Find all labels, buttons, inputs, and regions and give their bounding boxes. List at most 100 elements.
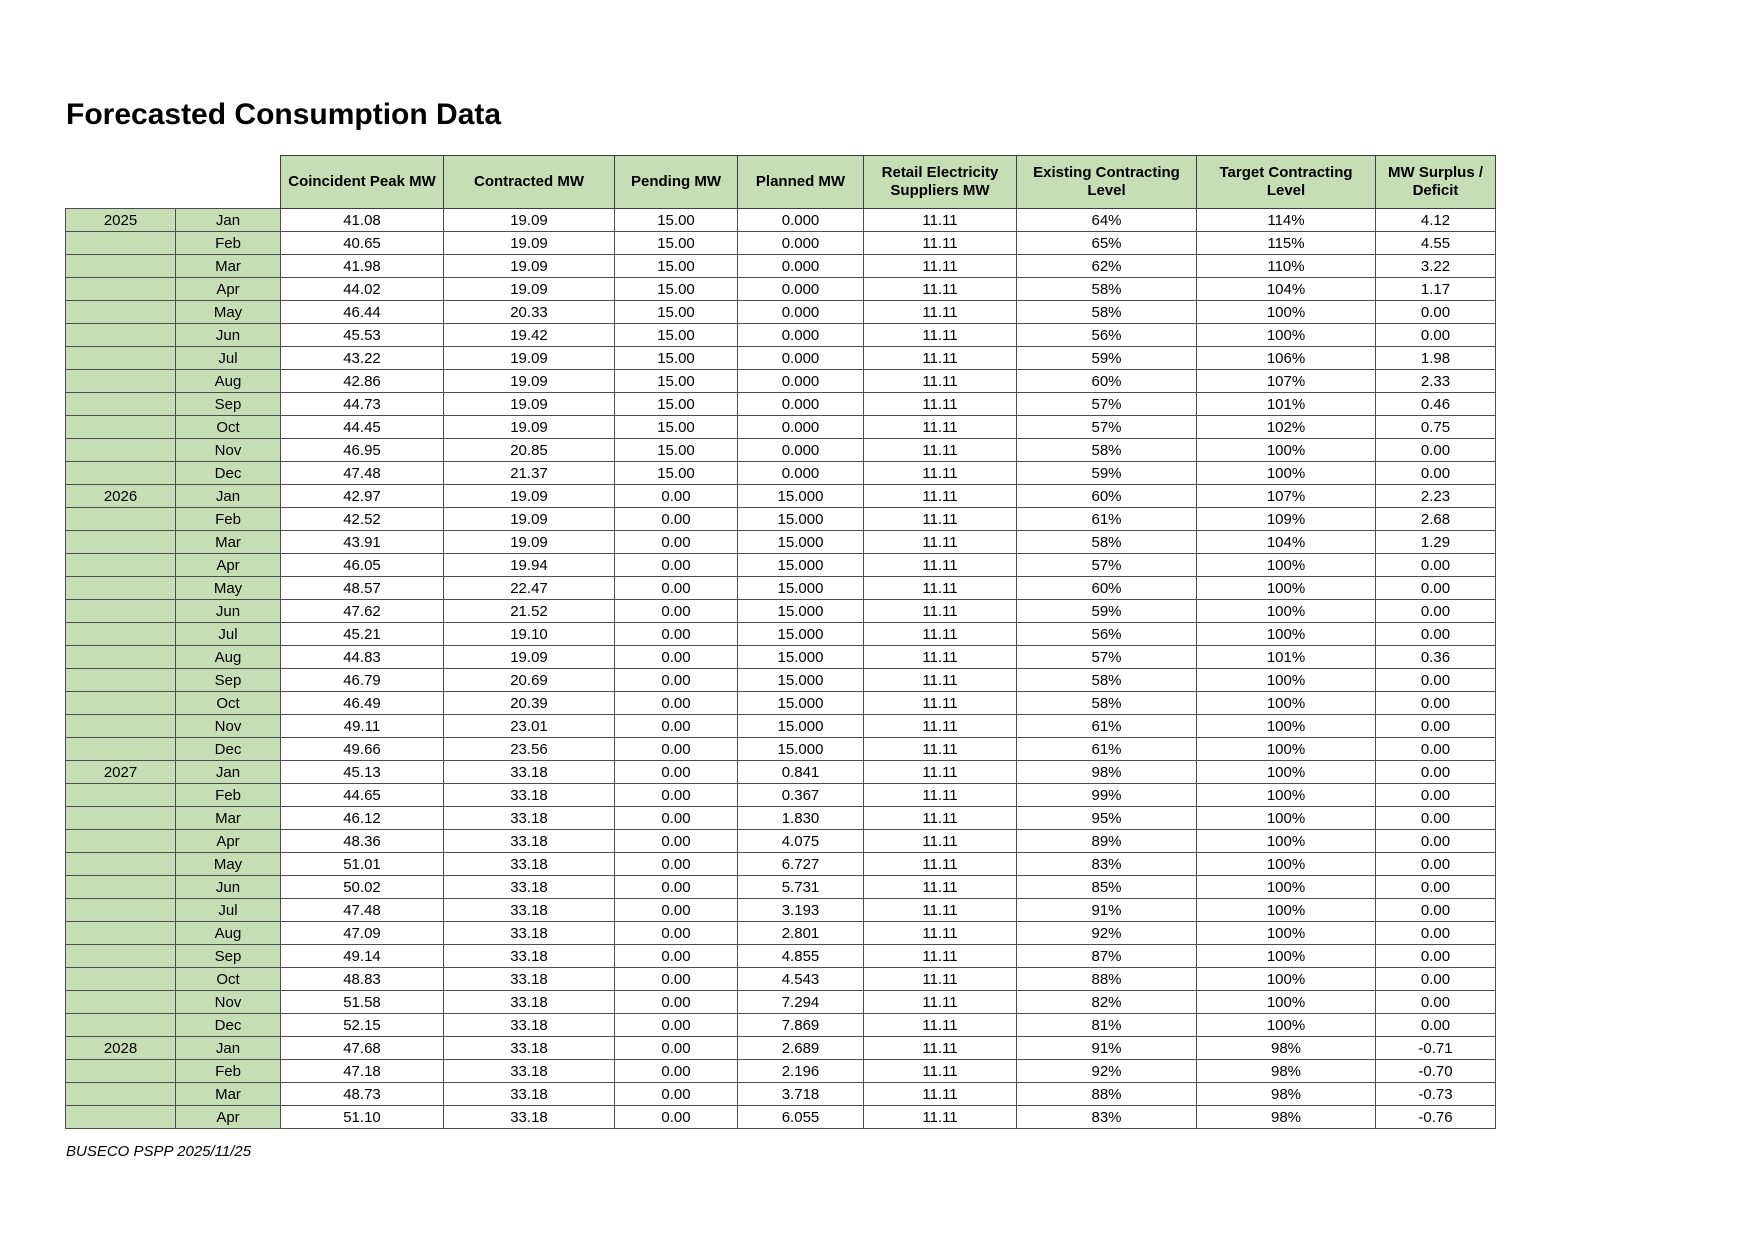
value-cell: 48.83 — [280, 967, 444, 991]
value-cell: 0.00 — [1375, 668, 1496, 692]
table-row: Nov 46.95 20.85 15.00 0.000 11.11 58% 100% 0.00 — [65, 438, 1496, 462]
value-cell: 11.11 — [863, 898, 1017, 922]
value-cell: 42.97 — [280, 484, 444, 508]
value-cell: 92% — [1016, 921, 1197, 945]
value-cell: 100% — [1196, 668, 1376, 692]
value-cell: 19.09 — [443, 530, 615, 554]
value-cell: 11.11 — [863, 507, 1017, 531]
value-cell: 0.00 — [614, 530, 738, 554]
value-cell: 0.000 — [737, 254, 864, 278]
value-cell: 50.02 — [280, 875, 444, 899]
value-cell: 1.29 — [1375, 530, 1496, 554]
value-cell: 0.00 — [1375, 714, 1496, 738]
value-cell: 11.11 — [863, 392, 1017, 416]
value-cell: 0.00 — [1375, 875, 1496, 899]
value-cell: 100% — [1196, 714, 1376, 738]
year-cell — [65, 944, 176, 968]
value-cell: 0.367 — [737, 783, 864, 807]
value-cell: 0.00 — [614, 507, 738, 531]
value-cell: 49.14 — [280, 944, 444, 968]
value-cell: 0.00 — [614, 783, 738, 807]
value-cell: 98% — [1016, 760, 1197, 784]
value-cell: 0.841 — [737, 760, 864, 784]
value-cell: 33.18 — [443, 921, 615, 945]
value-cell: 100% — [1196, 553, 1376, 577]
value-cell: 101% — [1196, 645, 1376, 669]
value-cell: 11.11 — [863, 461, 1017, 485]
value-cell: 46.79 — [280, 668, 444, 692]
value-cell: 47.68 — [280, 1036, 444, 1060]
table-row: Jun 50.02 33.18 0.00 5.731 11.11 85% 100% 0.00 — [65, 875, 1496, 899]
value-cell: 11.11 — [863, 1036, 1017, 1060]
year-cell — [65, 875, 176, 899]
value-cell: 0.00 — [614, 668, 738, 692]
value-cell: 15.000 — [737, 645, 864, 669]
value-cell: 42.52 — [280, 507, 444, 531]
value-cell: 11.11 — [863, 760, 1017, 784]
year-cell — [65, 369, 176, 393]
value-cell: 0.000 — [737, 277, 864, 301]
value-cell: 11.11 — [863, 944, 1017, 968]
value-cell: 11.11 — [863, 967, 1017, 991]
value-cell: 20.33 — [443, 300, 615, 324]
value-cell: 11.11 — [863, 369, 1017, 393]
month-cell: Mar — [175, 806, 281, 830]
value-cell: 0.00 — [614, 576, 738, 600]
year-cell — [65, 530, 176, 554]
year-cell — [65, 254, 176, 278]
value-cell: 3.718 — [737, 1082, 864, 1106]
value-cell: 19.09 — [443, 415, 615, 439]
value-cell: 4.12 — [1375, 208, 1496, 232]
value-cell: 58% — [1016, 530, 1197, 554]
value-cell: 83% — [1016, 852, 1197, 876]
value-cell: 15.00 — [614, 461, 738, 485]
value-cell: 57% — [1016, 645, 1197, 669]
value-cell: 83% — [1016, 1105, 1197, 1129]
value-cell: 59% — [1016, 599, 1197, 623]
value-cell: 15.00 — [614, 254, 738, 278]
table-row: Nov 51.58 33.18 0.00 7.294 11.11 82% 100% 0.00 — [65, 990, 1496, 1014]
value-cell: 19.42 — [443, 323, 615, 347]
year-cell — [65, 599, 176, 623]
month-cell: Feb — [175, 783, 281, 807]
value-cell: 44.73 — [280, 392, 444, 416]
value-cell: 0.00 — [1375, 760, 1496, 784]
value-cell: 91% — [1016, 898, 1197, 922]
value-cell: 107% — [1196, 484, 1376, 508]
table-row: Dec 49.66 23.56 0.00 15.000 11.11 61% 100% 0.00 — [65, 737, 1496, 761]
value-cell: 100% — [1196, 599, 1376, 623]
value-cell: 19.09 — [443, 254, 615, 278]
value-cell: 0.000 — [737, 438, 864, 462]
value-cell: 61% — [1016, 507, 1197, 531]
value-cell: 1.830 — [737, 806, 864, 830]
table-row: Feb 42.52 19.09 0.00 15.000 11.11 61% 109% 2.68 — [65, 507, 1496, 531]
value-cell: 2.196 — [737, 1059, 864, 1083]
table-row: Nov 49.11 23.01 0.00 15.000 11.11 61% 100% 0.00 — [65, 714, 1496, 738]
value-cell: 15.00 — [614, 415, 738, 439]
month-cell: Mar — [175, 530, 281, 554]
value-cell: 104% — [1196, 530, 1376, 554]
value-cell: 1.17 — [1375, 277, 1496, 301]
value-cell: 19.09 — [443, 346, 615, 370]
table-row: Mar 46.12 33.18 0.00 1.830 11.11 95% 100% 0.00 — [65, 806, 1496, 830]
value-cell: 47.48 — [280, 898, 444, 922]
table-row: Jun 47.62 21.52 0.00 15.000 11.11 59% 100% 0.00 — [65, 599, 1496, 623]
table-row: 2027 Jan 45.13 33.18 0.00 0.841 11.11 98% 100% 0.… — [65, 760, 1496, 784]
column-header-contracted-mw: Contracted MW — [443, 155, 615, 209]
table-row: Aug 42.86 19.09 15.00 0.000 11.11 60% 107% 2.33 — [65, 369, 1496, 393]
value-cell: 49.11 — [280, 714, 444, 738]
value-cell: 15.000 — [737, 576, 864, 600]
value-cell: 0.00 — [614, 1036, 738, 1060]
month-cell: Sep — [175, 668, 281, 692]
year-cell — [65, 553, 176, 577]
value-cell: 33.18 — [443, 1059, 615, 1083]
value-cell: 15.000 — [737, 599, 864, 623]
forecast-table: Coincident Peak MW Contracted MW Pending… — [65, 155, 1496, 1129]
year-cell — [65, 967, 176, 991]
value-cell: 99% — [1016, 783, 1197, 807]
value-cell: 0.00 — [614, 921, 738, 945]
value-cell: 15.00 — [614, 392, 738, 416]
value-cell: 0.00 — [614, 1059, 738, 1083]
value-cell: 11.11 — [863, 553, 1017, 577]
month-cell: Aug — [175, 369, 281, 393]
